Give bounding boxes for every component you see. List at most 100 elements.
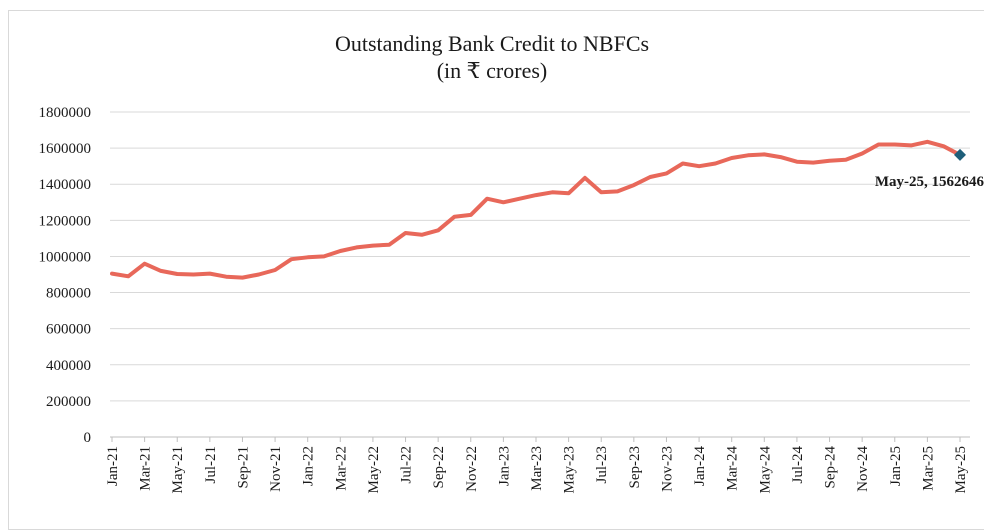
x-tick-label: May-23	[562, 446, 578, 494]
y-tick-label: 1000000	[39, 249, 92, 265]
x-tick-label: Jan-21	[105, 446, 121, 486]
data-point	[191, 272, 196, 277]
x-tick-label: Jan-24	[692, 446, 708, 486]
data-point	[436, 228, 441, 233]
data-point	[175, 271, 180, 276]
y-axis-tick-labels: 0 200000 400000 600000 800000 1000000 1200000 1…	[39, 105, 92, 446]
data-point	[419, 232, 424, 237]
data-point	[338, 249, 343, 254]
data-point	[354, 245, 359, 250]
y-tick-label: 400000	[46, 358, 91, 374]
x-tick-label: Nov-23	[659, 446, 675, 492]
data-point	[240, 275, 245, 280]
data-point	[224, 274, 229, 279]
data-point	[387, 242, 392, 247]
x-tick-label: Nov-24	[855, 446, 871, 492]
data-point	[729, 156, 734, 161]
y-tick-label: 800000	[46, 286, 91, 302]
series-line	[110, 139, 962, 280]
chart-frame	[8, 10, 984, 530]
x-tick-label: Jul-22	[399, 446, 415, 484]
data-point	[860, 151, 865, 156]
data-point	[256, 272, 261, 277]
data-point	[273, 267, 278, 272]
chart-title: Outstanding Bank Credit to NBFCs	[334, 31, 650, 56]
data-point	[631, 183, 636, 188]
data-point	[126, 274, 131, 279]
data-point	[778, 155, 783, 160]
y-tick-label: 600000	[46, 322, 91, 338]
x-tick-label: Jul-23	[594, 446, 610, 484]
data-point	[843, 157, 848, 162]
data-point	[534, 193, 539, 198]
gridlines	[110, 111, 970, 438]
data-point	[680, 161, 685, 166]
x-tick-label: May-21	[170, 446, 186, 494]
x-tick-label: Jan-25	[888, 446, 904, 486]
data-point	[207, 271, 212, 276]
x-axis: Jan-21 Mar-21 May-21 Jul-21 Sep-21 Nov-21 Jan-…	[105, 437, 969, 494]
x-tick-label: Jul-21	[203, 446, 219, 484]
data-point	[909, 143, 914, 148]
data-label: May-25, 1562646	[875, 174, 984, 190]
x-tick-label: Nov-21	[268, 446, 284, 492]
y-tick-label: 0	[84, 430, 92, 446]
x-tick-label: Sep-23	[627, 446, 643, 489]
data-point	[762, 152, 767, 157]
data-point	[110, 271, 115, 276]
x-tick-label: Sep-24	[823, 446, 839, 489]
data-point	[501, 200, 506, 205]
last-point-marker	[954, 148, 966, 161]
x-tick-label: May-22	[366, 446, 382, 494]
x-tick-label: May-24	[757, 446, 773, 494]
x-tick-label: Nov-22	[464, 446, 480, 492]
x-tick-label: Jan-22	[301, 446, 317, 486]
data-point	[468, 212, 473, 217]
line-chart: 0 200000 400000 600000 800000 1000000 1200000 1…	[39, 105, 984, 494]
x-tick-label: Sep-21	[235, 446, 251, 489]
series-polyline	[110, 139, 962, 280]
x-tick-label: Mar-25	[920, 446, 936, 491]
data-point	[582, 175, 587, 180]
data-point	[142, 261, 147, 266]
data-point	[794, 159, 799, 164]
x-tick-label: Jan-23	[496, 446, 512, 486]
y-tick-label: 1200000	[39, 213, 92, 229]
data-point	[827, 158, 832, 163]
data-point	[485, 196, 490, 201]
x-tick-label: Mar-21	[138, 446, 154, 491]
data-point	[599, 190, 604, 195]
data-point	[615, 189, 620, 194]
data-point	[322, 254, 327, 259]
x-tick-label: Sep-22	[431, 446, 447, 489]
y-tick-label: 1400000	[39, 177, 92, 193]
data-point	[566, 191, 571, 196]
data-point	[892, 142, 897, 147]
data-point	[697, 164, 702, 169]
data-point	[941, 144, 946, 149]
data-point	[746, 153, 751, 158]
x-tick-label: Mar-24	[725, 446, 741, 491]
y-tick-label: 1800000	[39, 105, 92, 121]
last-point-annotation: May-25, 1562646	[875, 148, 984, 190]
data-point	[876, 142, 881, 147]
y-tick-label: 1600000	[39, 141, 92, 157]
data-point	[305, 255, 310, 260]
data-point	[158, 268, 163, 273]
x-tick-label: Mar-22	[333, 446, 349, 491]
x-tick-label: May-25	[953, 446, 969, 494]
x-tick-label: Mar-23	[529, 446, 545, 491]
y-tick-label: 200000	[46, 394, 91, 410]
data-point	[517, 196, 522, 201]
chart-subtitle: (in ₹ crores)	[436, 58, 548, 83]
data-point	[289, 257, 294, 262]
data-point	[452, 214, 457, 219]
data-point	[664, 171, 669, 176]
data-point	[713, 161, 718, 166]
data-point	[550, 190, 555, 195]
x-tick-label: Jul-24	[790, 446, 806, 484]
data-point	[811, 160, 816, 165]
data-point	[648, 175, 653, 180]
data-point	[403, 230, 408, 235]
data-point	[370, 243, 375, 248]
